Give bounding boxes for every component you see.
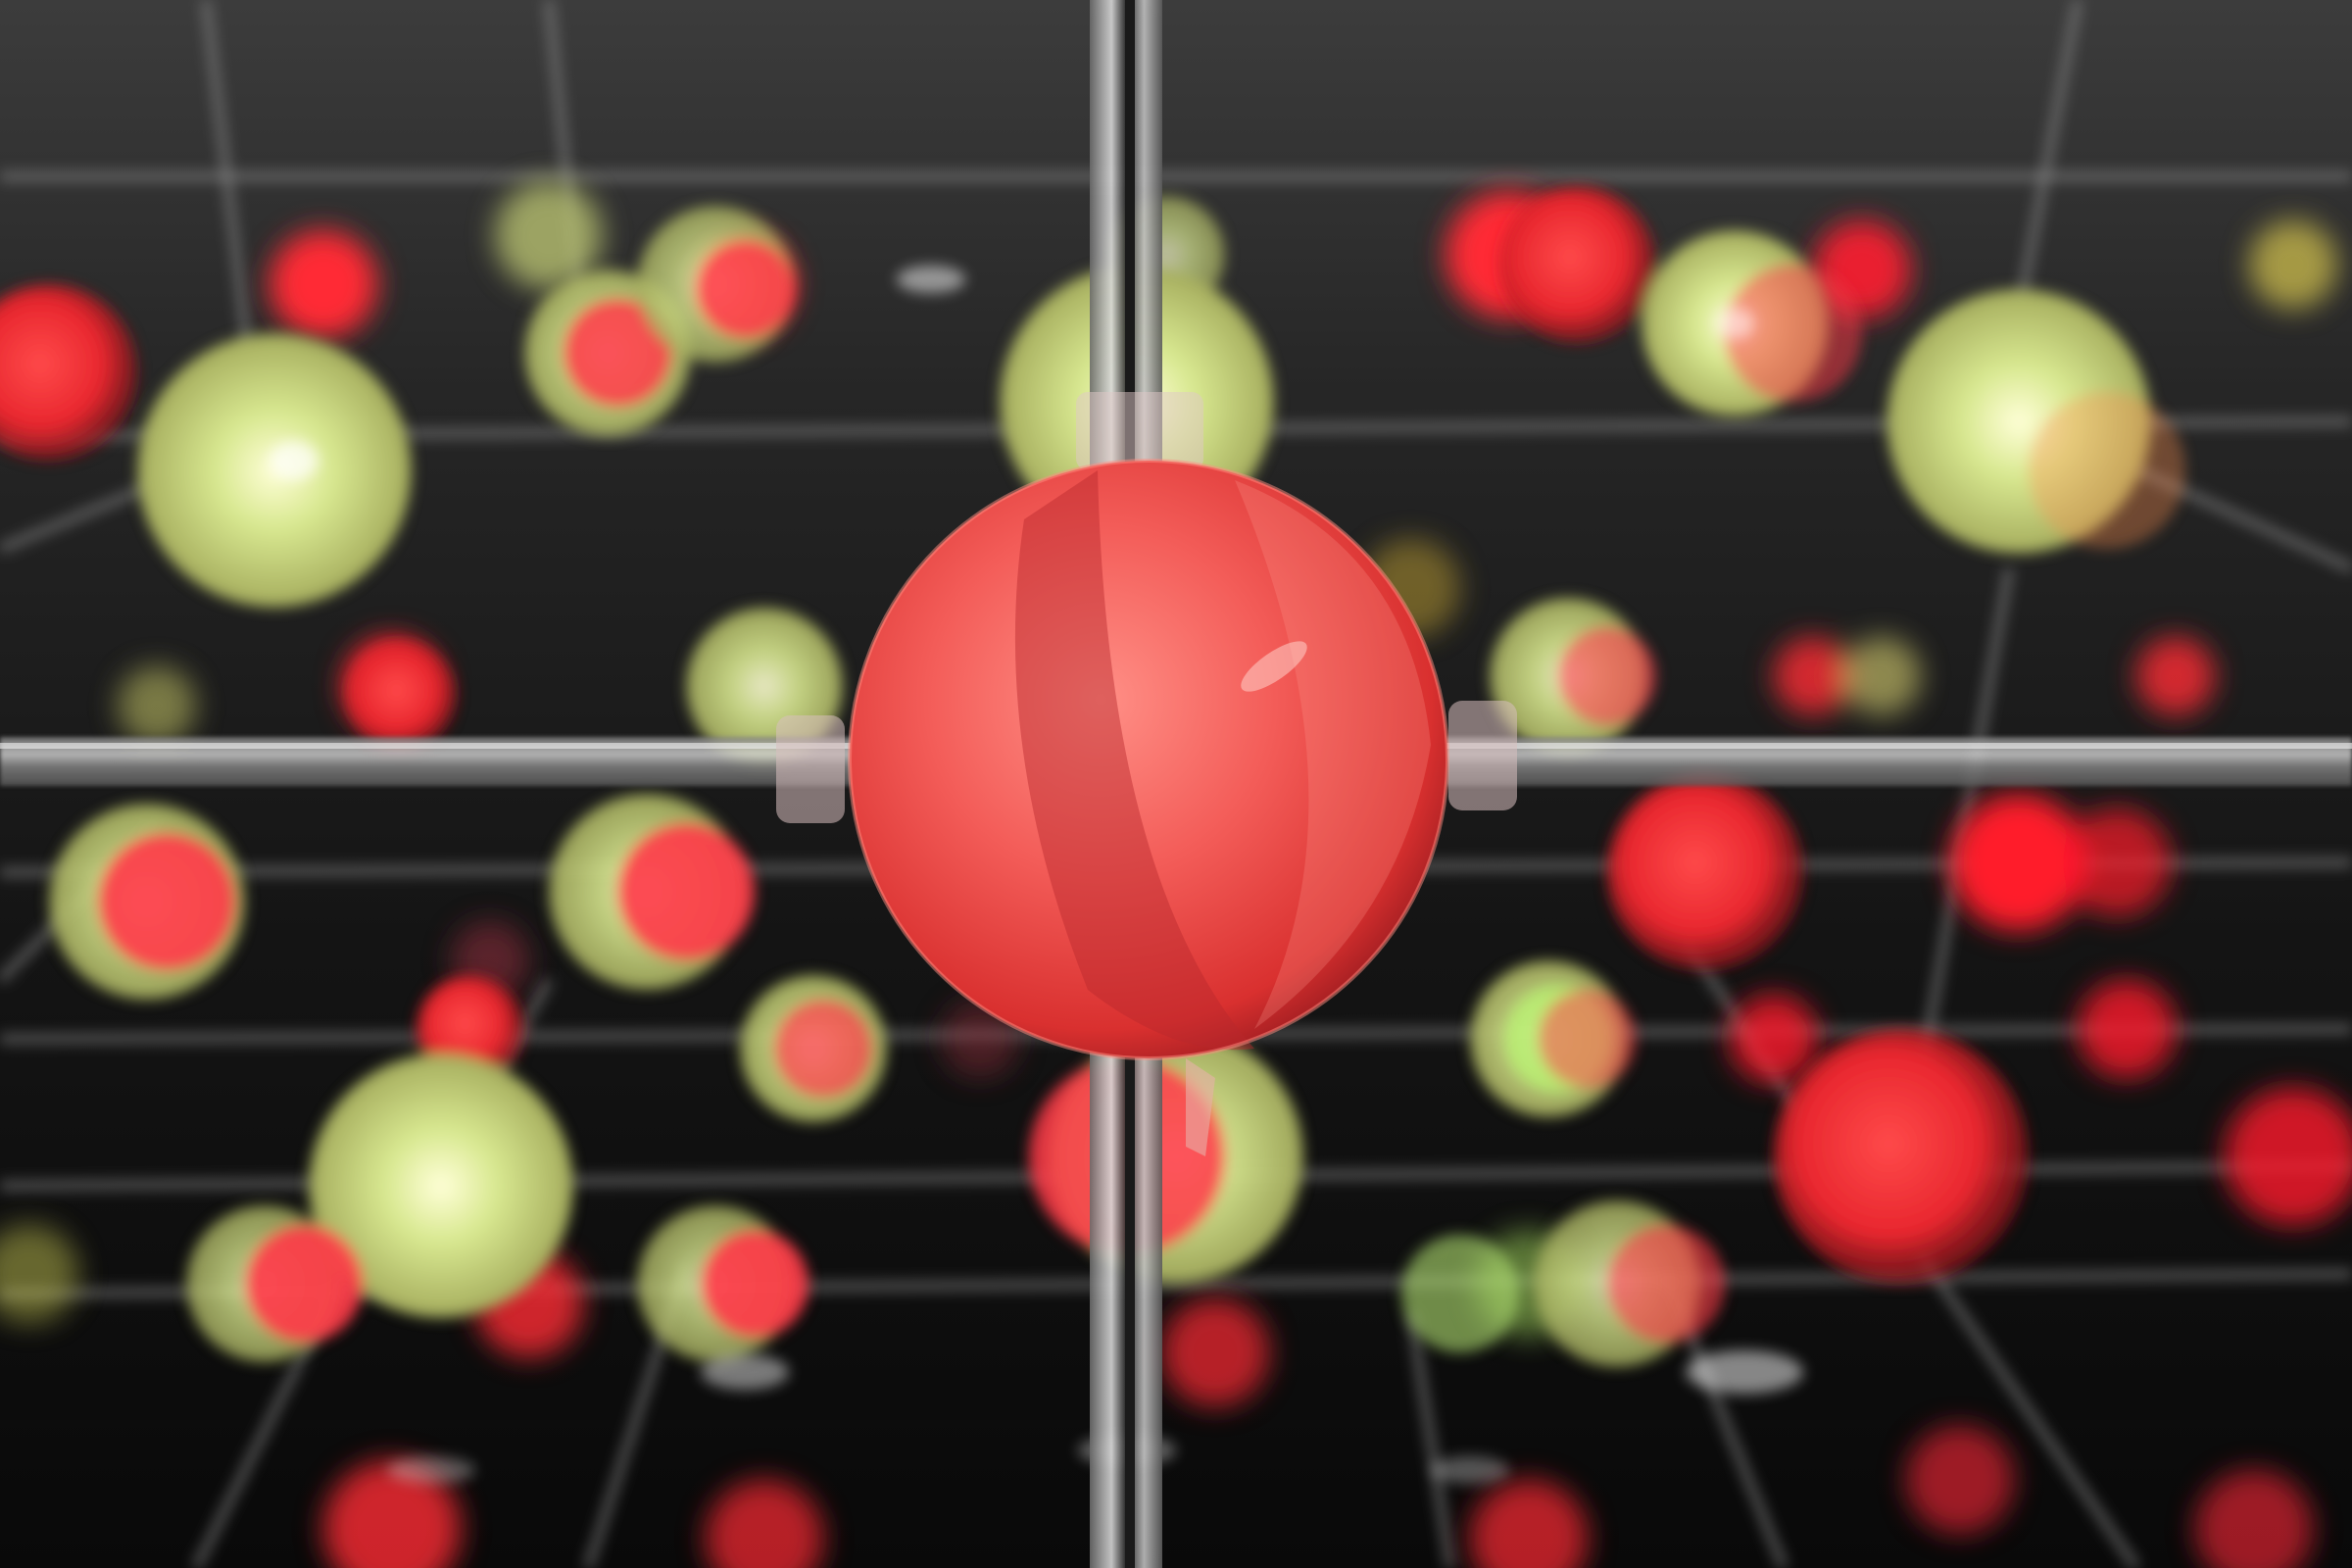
mid-spheres (0, 186, 2185, 1367)
focus-red-sphere (848, 459, 1449, 1156)
distant-spheres (0, 181, 2352, 1568)
